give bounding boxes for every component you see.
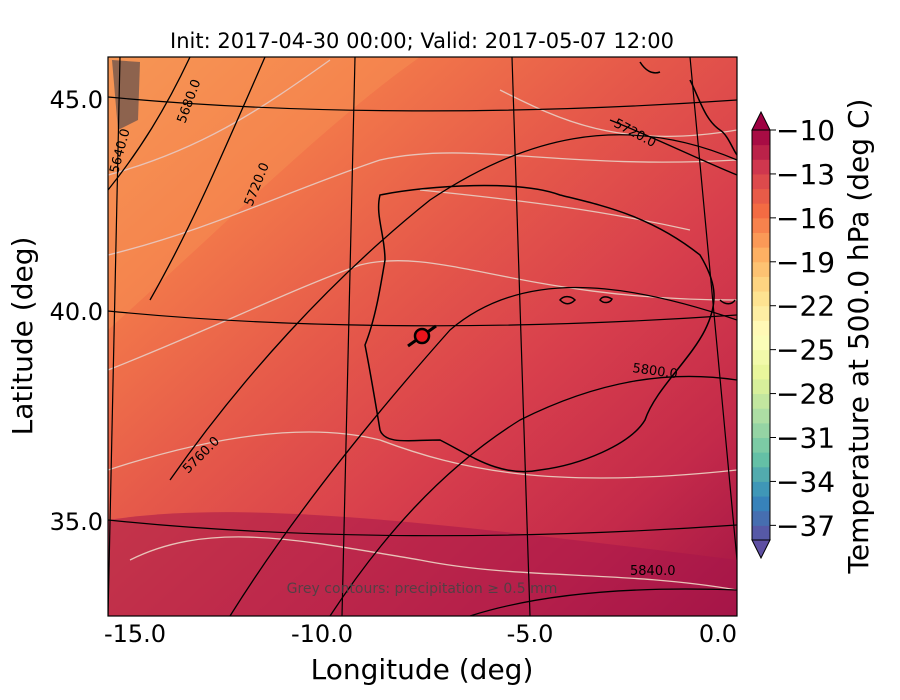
colorbar-tick-label: −13 — [776, 158, 835, 191]
x-axis-title: Longitude (deg) — [311, 653, 534, 686]
colorbar-ticks: −10 −13 −16 −19 −22 −25 −28 −31 −34 −37 — [770, 114, 835, 542]
colorbar-segment — [752, 261, 770, 277]
colorbar-extend-min — [751, 539, 771, 560]
marker-circle — [413, 327, 431, 345]
colorbar-extend-max — [751, 110, 771, 131]
x-tick-label: -5.0 — [507, 620, 554, 648]
colorbar-segment — [752, 291, 770, 307]
colorbar-segment — [752, 247, 770, 263]
graticule — [108, 57, 737, 616]
contour-label-5840: 5840.0 — [630, 564, 676, 579]
colorbar-segment — [752, 173, 770, 190]
plot-title: Init: 2017-04-30 00:00; Valid: 2017-05-0… — [170, 29, 674, 53]
colorbar-segment — [752, 159, 770, 175]
colorbar-segment — [752, 217, 770, 233]
x-tick-label: 0.0 — [699, 620, 737, 648]
colorbar-segment — [752, 232, 770, 248]
colorbar-tick-label: −28 — [776, 378, 835, 411]
colorbar-tick-label: −16 — [776, 202, 835, 235]
colorbar-tick-label: −31 — [776, 422, 835, 455]
y-tick-label: 35.0 — [50, 508, 103, 536]
colorbar-segment — [752, 408, 770, 424]
plot-frame — [107, 56, 738, 617]
colorbar-segment — [752, 481, 770, 497]
colorbar-segment — [752, 144, 770, 160]
colorbar-tick-label: −34 — [776, 465, 835, 498]
colorbar-tick-label: −25 — [776, 334, 835, 367]
colorbar-segment — [752, 510, 770, 526]
colorbar-segment — [752, 496, 770, 512]
map-area: 5640.0 5680.0 5720.0 5720.0 5760.0 5800.… — [108, 57, 737, 616]
colorbar-segment — [752, 349, 770, 365]
precip-note: Grey contours: precipitation ≥ 0.5 mm — [287, 581, 558, 597]
colorbar-tick-label: −22 — [776, 290, 835, 323]
contour-label-5800: 5800.0 — [631, 361, 678, 382]
colorbar-segment — [752, 203, 770, 219]
colorbar-tick-label: −10 — [776, 114, 835, 147]
colorbar-segment — [752, 393, 770, 409]
colorbar-segment — [752, 452, 770, 468]
colorbar-segment — [752, 364, 770, 380]
colorbar-tick-label: −19 — [776, 246, 835, 279]
colorbar-segment — [752, 320, 770, 336]
x-tick-label: -10.0 — [291, 620, 353, 648]
colorbar-segment — [752, 130, 770, 146]
colorbar-segment — [752, 305, 770, 321]
colorbar-segment — [752, 466, 770, 482]
y-axis-title: Latitude (deg) — [6, 237, 39, 436]
colorbar — [751, 110, 771, 560]
colorbar-label: Temperature at 500.0 hPa (deg C) — [842, 99, 875, 575]
colorbar-segment — [752, 525, 770, 541]
colorbar-segment — [752, 378, 770, 395]
colorbar-tick-label: −37 — [776, 509, 835, 542]
coastline — [364, 61, 737, 473]
colorbar-segment — [752, 437, 770, 453]
y-tick-label: 45.0 — [50, 86, 103, 114]
location-marker — [407, 324, 437, 348]
y-tick-label: 40.0 — [50, 298, 103, 326]
colorbar-segment — [752, 422, 770, 438]
colorbar-frame — [751, 129, 771, 541]
colorbar-segment — [752, 188, 770, 204]
colorbar-segment — [752, 335, 770, 351]
warm-band — [108, 57, 420, 330]
x-tick-label: -15.0 — [104, 620, 166, 648]
grey-contours — [108, 59, 737, 591]
colorbar-segment — [752, 276, 770, 292]
